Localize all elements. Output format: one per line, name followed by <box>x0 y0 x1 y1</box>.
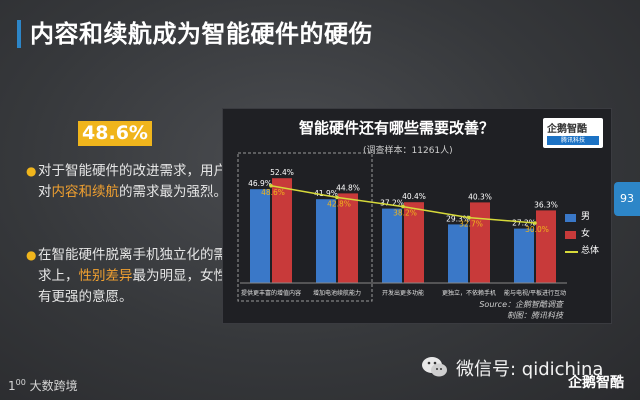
bullet1-post: 的需求最为强烈。 <box>119 184 227 200</box>
wechat-icon <box>422 357 447 377</box>
bullet2-post: 最为明显，女性有更强的意愿。 <box>38 268 227 305</box>
legend-female: 女 <box>565 226 599 243</box>
page-number-tab: 93 <box>614 182 640 216</box>
total-point-0 <box>269 184 273 188</box>
chart-legend: 男 女 总体 <box>565 209 599 260</box>
category-label-0: 提供更丰富的增值内容 <box>241 289 301 297</box>
category-label-4: 能与电视/平板进行互动 <box>504 289 566 297</box>
legend-male-swatch <box>565 214 576 222</box>
bullet-point-1: ● 对于智能硬件的改进需求，用户对内容和续航的需求最为强烈。 <box>26 161 238 203</box>
chart-subtitle: (调查样本：11261人) <box>363 146 453 156</box>
title-accent-bar <box>17 20 21 48</box>
total-point-4 <box>533 221 537 225</box>
legend-female-swatch <box>565 231 576 239</box>
bullet-dot-icon: ● <box>26 164 37 178</box>
bar-male-2 <box>382 208 402 283</box>
label-total-1: 42.8% <box>327 199 351 208</box>
legend-female-label: 女 <box>581 229 591 239</box>
bar-male-1 <box>316 199 336 283</box>
bar-male-0 <box>250 189 270 283</box>
label-total-2: 38.2% <box>393 209 417 218</box>
source-text: Source：企鹅智酷调查 <box>479 300 563 309</box>
logo-tag: 腾讯科技 <box>547 136 599 145</box>
label-total-0: 48.6% <box>261 188 285 197</box>
logo-text: 企鹅智酷 <box>547 124 587 135</box>
label-male-2: 37.2% <box>380 199 404 208</box>
label-male-0: 46.9% <box>248 179 272 188</box>
bullet-dot-icon: ● <box>26 248 37 262</box>
chart-title: 智能硬件还有哪些需要改善？ <box>299 119 495 137</box>
bullet-point-2: ● 在智能硬件脱离手机独立化的需求上，性别差异最为明显，女性有更强的意愿。 <box>26 245 238 308</box>
legend-total: 总体 <box>565 243 599 260</box>
total-point-1 <box>335 195 339 200</box>
chart-source: Source：企鹅智酷调查 制图：腾讯科技 <box>479 299 563 321</box>
bar-female-3 <box>470 202 490 283</box>
brand-bottom-right: 企鹅智酷 <box>568 375 624 391</box>
label-female-3: 40.3% <box>468 192 492 201</box>
bullet2-highlight: 性别差异 <box>78 268 133 284</box>
legend-total-swatch <box>565 251 578 253</box>
bar-female-2 <box>404 202 424 283</box>
brand-bottom-left-text: 大数跨境 <box>29 379 78 393</box>
total-point-2 <box>401 204 405 209</box>
label-female-4: 36.3% <box>534 200 558 209</box>
label-female-0: 52.4% <box>270 168 294 177</box>
label-female-1: 44.8% <box>336 183 360 192</box>
legend-male-label: 男 <box>581 212 591 222</box>
category-label-3: 更独立，不依赖手机 <box>442 289 496 297</box>
bullet1-highlight: 内容和续航 <box>51 184 120 200</box>
legend-male: 男 <box>565 209 599 226</box>
brand-logo: 企鹅智酷 腾讯科技 <box>543 118 603 148</box>
label-male-4: 27.2% <box>512 219 536 228</box>
label-male-3: 29.3% <box>446 214 470 223</box>
label-total-4: 30.0% <box>525 225 549 234</box>
bar-female-0 <box>272 178 292 283</box>
total-point-3 <box>467 215 471 220</box>
highlight-box <box>237 152 373 302</box>
stat-badge: 48.6% <box>78 121 152 146</box>
bar-female-1 <box>338 193 358 283</box>
brand-bottom-left: 100 大数跨境 <box>8 378 78 393</box>
legend-total-label: 总体 <box>581 246 600 256</box>
bullet2-pre: 在智能硬件脱离手机独立化的需求上， <box>38 247 227 284</box>
made-by-text: 制图：腾讯科技 <box>507 311 563 320</box>
category-label-2: 开发出更多功能 <box>382 289 424 297</box>
wechat-id: 微信号: qidichina <box>456 359 604 380</box>
bar-male-4 <box>514 228 534 283</box>
bullet1-pre: 对于智能硬件的改进需求，用户对 <box>38 163 227 200</box>
slide-title: 内容和续航成为智能硬件的硬伤 <box>30 20 373 48</box>
label-male-1: 41.9% <box>314 189 338 198</box>
category-label-1: 增加电池续航能力 <box>313 289 361 297</box>
label-total-3: 32.7% <box>459 220 483 229</box>
bar-female-4 <box>536 210 556 283</box>
bar-chart: 46.9% 52.4% 提供更丰富的增值内容 41.9%44.8% 增加电池续航能力 37… <box>237 152 567 302</box>
label-female-2: 40.4% <box>402 192 426 201</box>
bar-male-3 <box>448 224 468 283</box>
